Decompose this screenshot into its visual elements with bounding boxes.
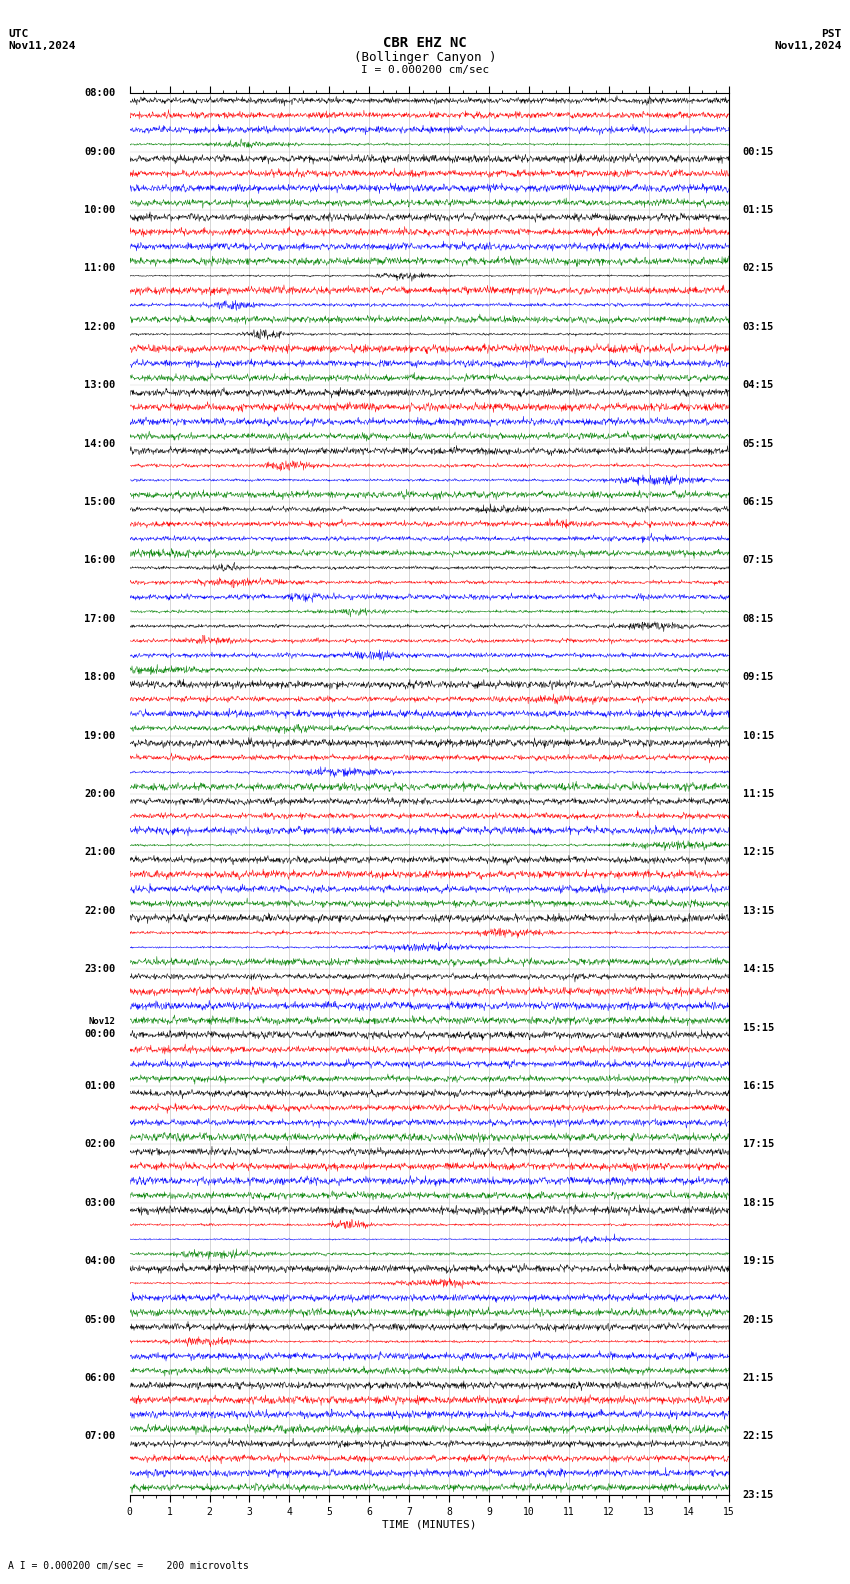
Text: 21:00: 21:00 <box>84 847 116 857</box>
Text: 22:00: 22:00 <box>84 906 116 916</box>
Text: 05:15: 05:15 <box>743 439 774 448</box>
Text: 17:00: 17:00 <box>84 615 116 624</box>
Text: 03:00: 03:00 <box>84 1198 116 1209</box>
Text: 19:15: 19:15 <box>743 1256 774 1266</box>
Text: Nov11,2024: Nov11,2024 <box>8 41 76 51</box>
Text: 20:00: 20:00 <box>84 789 116 798</box>
Text: 23:00: 23:00 <box>84 965 116 974</box>
Text: 21:15: 21:15 <box>743 1373 774 1383</box>
Text: 00:00: 00:00 <box>84 1030 116 1039</box>
Text: 19:00: 19:00 <box>84 730 116 741</box>
Text: 07:00: 07:00 <box>84 1432 116 1441</box>
Text: 03:15: 03:15 <box>743 322 774 331</box>
Text: Nov12: Nov12 <box>88 1017 116 1025</box>
Text: 17:15: 17:15 <box>743 1139 774 1150</box>
Text: 04:00: 04:00 <box>84 1256 116 1266</box>
Text: 10:00: 10:00 <box>84 204 116 215</box>
Text: 11:00: 11:00 <box>84 263 116 274</box>
Text: 09:15: 09:15 <box>743 672 774 683</box>
Text: 10:15: 10:15 <box>743 730 774 741</box>
Text: Nov11,2024: Nov11,2024 <box>774 41 842 51</box>
Text: 13:15: 13:15 <box>743 906 774 916</box>
X-axis label: TIME (MINUTES): TIME (MINUTES) <box>382 1519 477 1530</box>
Text: 15:00: 15:00 <box>84 497 116 507</box>
Text: 12:15: 12:15 <box>743 847 774 857</box>
Text: 05:00: 05:00 <box>84 1315 116 1324</box>
Text: UTC: UTC <box>8 29 29 38</box>
Text: CBR EHZ NC: CBR EHZ NC <box>383 36 467 51</box>
Text: 11:15: 11:15 <box>743 789 774 798</box>
Text: (Bollinger Canyon ): (Bollinger Canyon ) <box>354 51 496 63</box>
Text: 08:15: 08:15 <box>743 615 774 624</box>
Text: 08:00: 08:00 <box>84 89 116 98</box>
Text: 15:15: 15:15 <box>743 1023 774 1033</box>
Text: 14:00: 14:00 <box>84 439 116 448</box>
Text: 13:00: 13:00 <box>84 380 116 390</box>
Text: PST: PST <box>821 29 842 38</box>
Text: 00:15: 00:15 <box>743 147 774 157</box>
Text: 01:00: 01:00 <box>84 1080 116 1091</box>
Text: 01:15: 01:15 <box>743 204 774 215</box>
Text: 06:00: 06:00 <box>84 1373 116 1383</box>
Text: 18:00: 18:00 <box>84 672 116 683</box>
Text: 16:00: 16:00 <box>84 556 116 565</box>
Text: 04:15: 04:15 <box>743 380 774 390</box>
Text: 09:00: 09:00 <box>84 147 116 157</box>
Text: 23:15: 23:15 <box>743 1491 774 1500</box>
Text: 06:15: 06:15 <box>743 497 774 507</box>
Text: 07:15: 07:15 <box>743 556 774 565</box>
Text: A I = 0.000200 cm/sec =    200 microvolts: A I = 0.000200 cm/sec = 200 microvolts <box>8 1562 249 1571</box>
Text: I = 0.000200 cm/sec: I = 0.000200 cm/sec <box>361 65 489 74</box>
Text: 02:15: 02:15 <box>743 263 774 274</box>
Text: 22:15: 22:15 <box>743 1432 774 1441</box>
Text: 18:15: 18:15 <box>743 1198 774 1209</box>
Text: 16:15: 16:15 <box>743 1080 774 1091</box>
Text: 02:00: 02:00 <box>84 1139 116 1150</box>
Text: 12:00: 12:00 <box>84 322 116 331</box>
Text: 20:15: 20:15 <box>743 1315 774 1324</box>
Text: 14:15: 14:15 <box>743 965 774 974</box>
